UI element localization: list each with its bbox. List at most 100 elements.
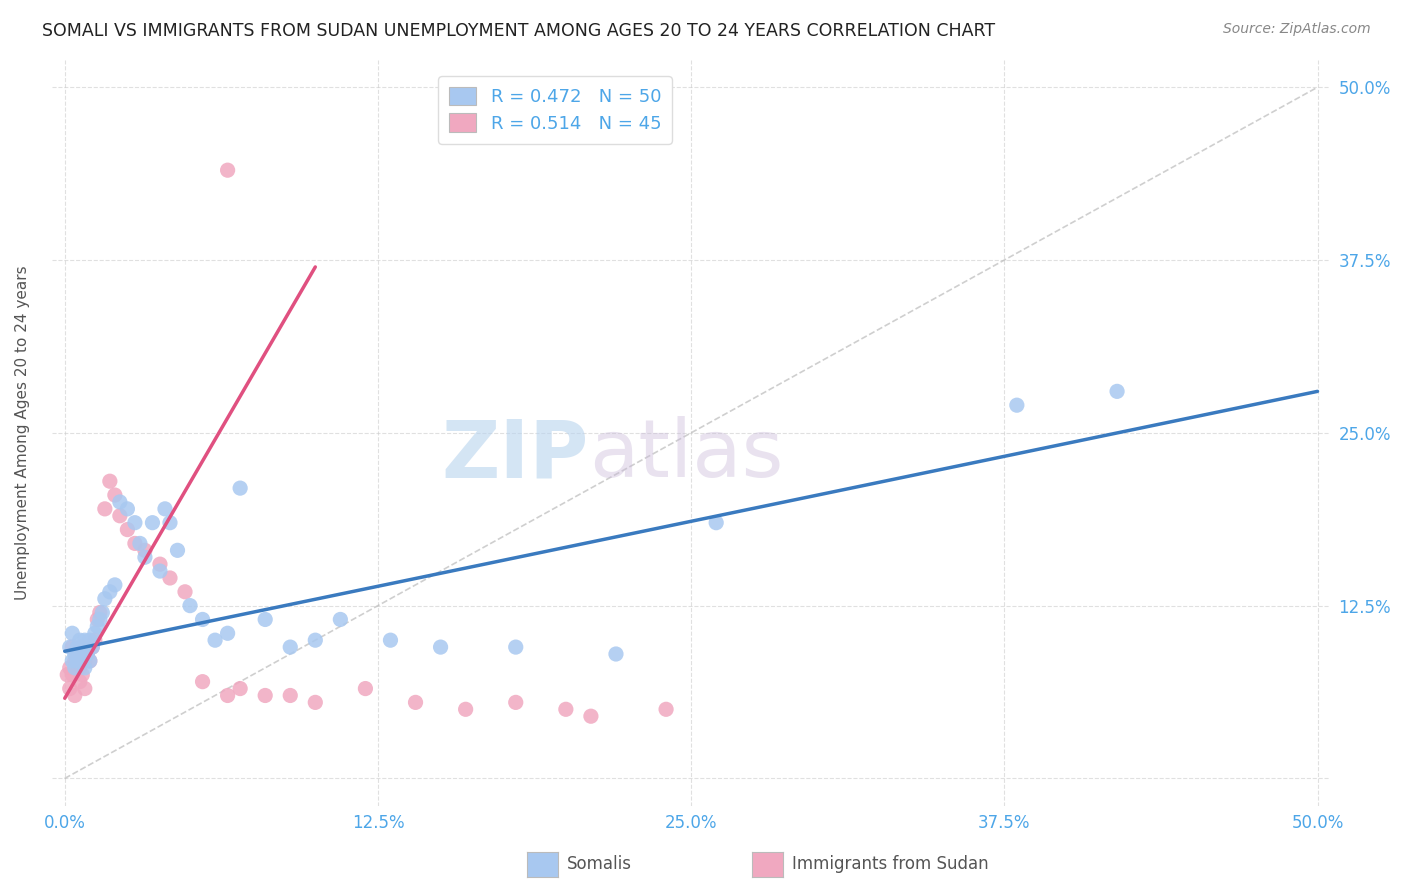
Point xyxy=(82,640,104,654)
Point xyxy=(204,633,226,648)
Point xyxy=(66,640,89,654)
Point xyxy=(104,578,127,592)
Point xyxy=(69,661,91,675)
Point xyxy=(605,647,627,661)
Point xyxy=(79,633,101,648)
Point xyxy=(229,481,252,495)
Text: Source: ZipAtlas.com: Source: ZipAtlas.com xyxy=(1223,22,1371,37)
Point xyxy=(72,640,94,654)
Point xyxy=(79,654,101,668)
Point xyxy=(405,695,427,709)
Point xyxy=(63,654,86,668)
Point xyxy=(153,501,176,516)
Point xyxy=(129,536,152,550)
Point xyxy=(73,654,96,668)
Point xyxy=(149,557,172,571)
Point xyxy=(1005,398,1028,412)
Point xyxy=(254,689,277,703)
Point xyxy=(66,661,89,675)
Point xyxy=(98,474,121,488)
Point xyxy=(429,640,451,654)
Point xyxy=(304,695,326,709)
Point xyxy=(278,689,301,703)
Point xyxy=(69,674,91,689)
Point xyxy=(229,681,252,696)
Point xyxy=(329,612,352,626)
Point xyxy=(217,689,239,703)
Point xyxy=(149,564,172,578)
Point xyxy=(63,647,86,661)
Point xyxy=(86,619,108,633)
Text: SOMALI VS IMMIGRANTS FROM SUDAN UNEMPLOYMENT AMONG AGES 20 TO 24 YEARS CORRELATI: SOMALI VS IMMIGRANTS FROM SUDAN UNEMPLOY… xyxy=(42,22,995,40)
Point xyxy=(159,571,181,585)
Point xyxy=(73,681,96,696)
Point xyxy=(83,626,105,640)
Legend: R = 0.472   N = 50, R = 0.514   N = 45: R = 0.472 N = 50, R = 0.514 N = 45 xyxy=(439,76,672,144)
Point xyxy=(174,584,197,599)
Point xyxy=(73,633,96,648)
Point xyxy=(117,501,139,516)
Point xyxy=(72,640,94,654)
Point xyxy=(380,633,402,648)
Point xyxy=(60,667,83,681)
Point xyxy=(505,695,527,709)
Point xyxy=(83,633,105,648)
Point xyxy=(60,626,83,640)
Point xyxy=(59,681,82,696)
Point xyxy=(82,640,104,654)
Text: Immigrants from Sudan: Immigrants from Sudan xyxy=(792,855,988,873)
Text: ZIP: ZIP xyxy=(441,417,589,494)
Point xyxy=(134,543,156,558)
Point xyxy=(63,689,86,703)
Point xyxy=(69,633,91,648)
Point xyxy=(66,654,89,668)
Point xyxy=(73,661,96,675)
Point xyxy=(117,523,139,537)
Point xyxy=(66,647,89,661)
Point xyxy=(134,550,156,565)
Point xyxy=(104,488,127,502)
Point xyxy=(217,626,239,640)
Point xyxy=(191,612,214,626)
Point xyxy=(72,667,94,681)
Point xyxy=(56,667,79,681)
Point xyxy=(579,709,602,723)
Point xyxy=(179,599,201,613)
Point xyxy=(124,536,146,550)
Point xyxy=(60,640,83,654)
Point xyxy=(1107,384,1129,399)
Point xyxy=(89,612,111,626)
Point xyxy=(304,633,326,648)
Point xyxy=(76,647,98,661)
Point xyxy=(69,647,91,661)
Point xyxy=(60,654,83,668)
Point xyxy=(217,163,239,178)
Text: atlas: atlas xyxy=(589,417,783,494)
Point xyxy=(354,681,377,696)
Point xyxy=(108,495,131,509)
Point xyxy=(79,654,101,668)
Point xyxy=(91,606,114,620)
Point xyxy=(655,702,678,716)
Point xyxy=(554,702,576,716)
Point xyxy=(454,702,477,716)
Point xyxy=(124,516,146,530)
Point xyxy=(141,516,163,530)
Y-axis label: Unemployment Among Ages 20 to 24 years: Unemployment Among Ages 20 to 24 years xyxy=(15,266,30,600)
Point xyxy=(59,661,82,675)
Point xyxy=(704,516,727,530)
Point xyxy=(76,647,98,661)
Point xyxy=(89,606,111,620)
Point xyxy=(278,640,301,654)
Point xyxy=(254,612,277,626)
Point xyxy=(63,661,86,675)
Point xyxy=(94,501,117,516)
Point xyxy=(159,516,181,530)
Point xyxy=(166,543,188,558)
Point xyxy=(59,640,82,654)
Point xyxy=(72,654,94,668)
Point xyxy=(191,674,214,689)
Point xyxy=(505,640,527,654)
Point xyxy=(94,591,117,606)
Point xyxy=(98,584,121,599)
